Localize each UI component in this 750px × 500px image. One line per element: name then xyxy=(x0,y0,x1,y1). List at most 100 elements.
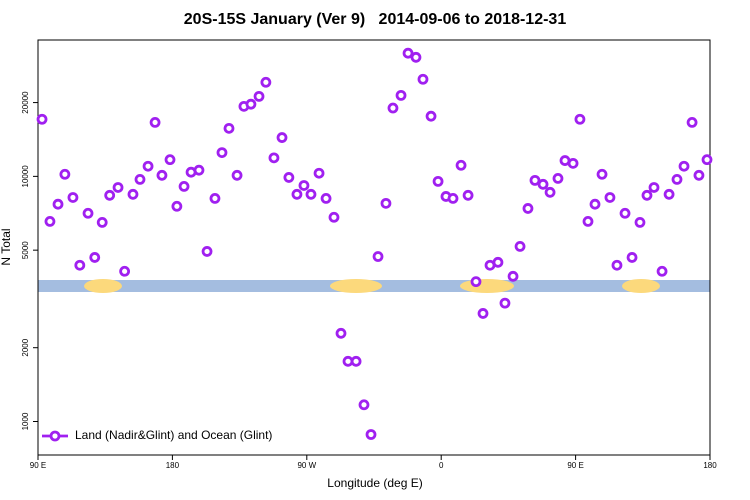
y-tick-label: 10000 xyxy=(21,165,30,188)
point xyxy=(268,152,280,164)
point xyxy=(36,113,48,125)
point xyxy=(604,192,616,203)
point xyxy=(209,193,221,204)
x-tick-label: 0 xyxy=(439,461,444,470)
point xyxy=(164,154,176,166)
land-patch xyxy=(330,279,382,293)
point xyxy=(671,173,683,185)
point xyxy=(193,164,205,176)
point xyxy=(492,256,504,268)
x-axis-label: Longitude (deg E) xyxy=(327,476,422,490)
point xyxy=(276,132,288,143)
point xyxy=(149,117,161,128)
point xyxy=(372,251,384,262)
y-tick-label: 2000 xyxy=(21,338,30,356)
point xyxy=(291,188,303,200)
x-tick-label: 180 xyxy=(166,461,180,470)
point xyxy=(82,207,94,219)
point xyxy=(693,169,705,181)
point xyxy=(499,297,511,309)
point xyxy=(432,175,444,187)
point xyxy=(96,216,108,228)
x-tick-label: 90 W xyxy=(297,461,316,470)
point xyxy=(686,117,698,128)
y-tick-label: 1000 xyxy=(21,412,30,430)
y-tick-label: 5000 xyxy=(21,241,30,259)
point xyxy=(298,180,310,191)
point xyxy=(67,192,79,203)
point xyxy=(574,113,586,125)
point xyxy=(245,98,257,110)
point xyxy=(425,110,437,122)
point xyxy=(201,246,213,257)
point xyxy=(119,265,131,277)
point xyxy=(470,276,482,288)
legend-marker xyxy=(49,430,61,442)
point xyxy=(387,102,399,114)
y-axis-label: N Total xyxy=(0,228,13,265)
point xyxy=(462,189,474,201)
point xyxy=(544,186,556,198)
point xyxy=(89,252,101,263)
chart-title: 20S-15S January (Ver 9) 2014-09-06 to 20… xyxy=(184,11,567,28)
point xyxy=(44,216,56,227)
point xyxy=(507,270,519,282)
point xyxy=(74,259,86,271)
point xyxy=(52,198,64,210)
y-tick-label: 20000 xyxy=(21,91,30,114)
point xyxy=(178,181,190,192)
point xyxy=(253,90,265,102)
land-patch xyxy=(460,279,514,293)
point xyxy=(567,157,579,169)
point xyxy=(104,189,116,201)
x-tick-label: 90 E xyxy=(30,461,46,470)
point xyxy=(216,147,228,159)
point xyxy=(656,265,668,277)
point xyxy=(283,172,295,183)
point xyxy=(626,252,638,263)
point xyxy=(410,51,422,63)
point xyxy=(358,399,370,411)
point xyxy=(447,193,459,204)
point xyxy=(529,174,541,186)
point xyxy=(313,167,325,179)
point xyxy=(417,73,429,85)
point xyxy=(156,169,168,181)
point xyxy=(522,203,534,214)
point xyxy=(611,259,623,271)
legend-label: Land (Nadir&Glint) and Ocean (Glint) xyxy=(75,428,272,442)
point xyxy=(260,76,272,88)
point xyxy=(320,193,332,204)
point xyxy=(305,188,317,200)
point xyxy=(350,355,362,367)
point xyxy=(142,160,154,172)
point xyxy=(596,168,608,180)
x-tick-label: 180 xyxy=(703,461,717,470)
point xyxy=(537,178,549,190)
point xyxy=(455,159,467,171)
point xyxy=(231,169,243,181)
point xyxy=(335,327,347,339)
point xyxy=(134,173,146,185)
point xyxy=(127,188,139,200)
plot-frame xyxy=(37,39,711,456)
point xyxy=(552,173,564,184)
land-patch xyxy=(622,279,660,293)
point xyxy=(663,188,675,200)
point xyxy=(634,216,646,228)
point xyxy=(328,211,340,223)
point xyxy=(582,216,594,227)
point xyxy=(59,168,71,180)
point xyxy=(641,189,653,201)
point xyxy=(514,240,526,252)
point xyxy=(648,182,660,193)
point xyxy=(589,198,601,210)
land-patch xyxy=(84,279,122,293)
point xyxy=(395,89,407,101)
point xyxy=(477,308,489,319)
point xyxy=(678,160,690,172)
surface-strip xyxy=(38,279,710,293)
point xyxy=(223,122,235,134)
x-tick-label: 90 E xyxy=(567,461,583,470)
